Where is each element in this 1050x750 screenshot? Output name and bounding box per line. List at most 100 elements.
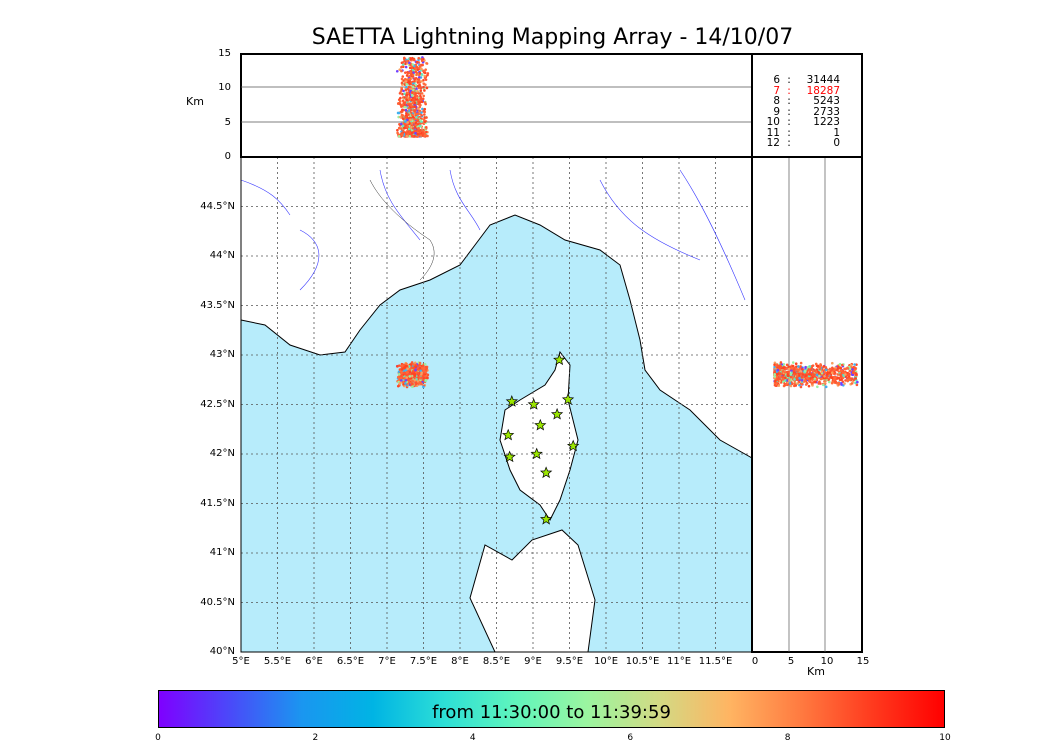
chart-title: SAETTA Lightning Mapping Array - 14/10/0… [311, 25, 794, 50]
lightning-point [790, 366, 794, 370]
x-tick-label: 8°E [451, 656, 469, 667]
lightning-point [421, 107, 424, 111]
lightning-point [416, 102, 420, 106]
lightning-point [404, 382, 407, 385]
lightning-point [405, 82, 408, 86]
lightning-point [798, 376, 801, 380]
lightning-point [820, 377, 823, 381]
x-tick-label: 10°E [593, 656, 619, 667]
lightning-point [407, 80, 411, 83]
lightning-point [403, 92, 406, 96]
y-tick-label: 40.5°N [200, 596, 235, 608]
lightning-point [422, 94, 426, 98]
lightning-point [774, 364, 778, 367]
x-tick-label: 6°E [305, 656, 323, 667]
lightning-point [779, 361, 783, 364]
lightning-point [847, 373, 851, 377]
count-value: 1223 [813, 116, 840, 128]
lightning-point [414, 131, 417, 135]
lightning-point [422, 85, 425, 89]
lightning-point [789, 375, 793, 379]
lightning-point [793, 367, 796, 370]
x-tick-label: 10.5°E [625, 656, 660, 667]
count-value: 18287 [806, 84, 840, 97]
lightning-point [418, 71, 422, 75]
lightning-point [425, 116, 428, 119]
x-tick-label: 7°E [378, 656, 396, 667]
station-count-row: 8: 5243 [758, 96, 840, 107]
lightning-point [853, 368, 856, 372]
lightning-point [828, 367, 832, 371]
lightning-point [411, 101, 415, 105]
lightning-point [411, 85, 415, 89]
station-number: 7 [773, 84, 780, 97]
y-tick-label: 40°N [209, 646, 235, 657]
lightning-point [416, 132, 419, 136]
station-marker [503, 450, 516, 463]
lightning-point [796, 382, 800, 385]
lightning-point [793, 384, 796, 388]
count-value: 31444 [806, 74, 840, 86]
lightning-point [413, 105, 417, 109]
lightning-point [784, 376, 787, 379]
altitude-tick-label: 10 [218, 82, 231, 94]
lightning-point [833, 368, 837, 371]
lightning-point [793, 378, 796, 381]
lightning-point [407, 103, 411, 107]
lightning-point [415, 116, 418, 119]
lightning-point [408, 98, 412, 101]
lightning-point [793, 373, 796, 376]
lightning-point [423, 113, 426, 116]
lightning-point [806, 369, 809, 373]
lightning-point [420, 63, 424, 67]
lightning-point [413, 95, 417, 99]
lightning-point [418, 361, 422, 365]
lightning-point [423, 74, 427, 78]
station-marker [539, 512, 553, 525]
lightning-point [413, 109, 416, 113]
lightning-point [415, 87, 418, 91]
lightning-point [404, 65, 408, 69]
lightning-point [412, 58, 416, 62]
lightning-point [415, 65, 419, 69]
lightning-point [424, 83, 427, 86]
lightning-point [407, 378, 410, 382]
lightning-point [833, 376, 836, 380]
lightning-point [800, 378, 804, 382]
y-tick-label: 44.5°N [200, 200, 235, 212]
y-tick-label: 44°N [209, 250, 235, 261]
lightning-point [401, 99, 405, 103]
lightning-point [425, 86, 429, 90]
lightning-point [404, 80, 408, 83]
separator: : [787, 84, 791, 97]
lightning-point [403, 371, 406, 375]
lightning-point [419, 89, 423, 92]
lightning-point [412, 98, 415, 102]
lightning-point [779, 364, 782, 367]
lightning-point [422, 110, 425, 113]
lightning-point [397, 111, 401, 115]
lightning-point [804, 383, 808, 386]
colorbar-tick: 10 [939, 733, 951, 743]
lightning-point [401, 108, 404, 112]
lightning-point [411, 82, 415, 85]
lightning-point [776, 368, 780, 372]
lightning-point [414, 93, 417, 96]
lightning-point [416, 372, 420, 375]
lightning-point [410, 91, 414, 95]
lightning-point [411, 94, 414, 97]
lightning-point [785, 363, 789, 367]
lightning-point [828, 380, 831, 384]
x-tick-label: 7.5°E [409, 656, 438, 667]
lightning-point [416, 379, 420, 383]
lightning-point [420, 100, 424, 104]
lightning-point [398, 102, 402, 106]
lightning-point [401, 133, 404, 137]
lightning-point [421, 374, 425, 378]
lightning-point [407, 85, 411, 89]
lightning-point [819, 382, 822, 385]
lightning-point [816, 385, 819, 389]
lightning-point [403, 57, 406, 61]
lightning-point [401, 61, 404, 64]
lightning-point [855, 383, 859, 387]
